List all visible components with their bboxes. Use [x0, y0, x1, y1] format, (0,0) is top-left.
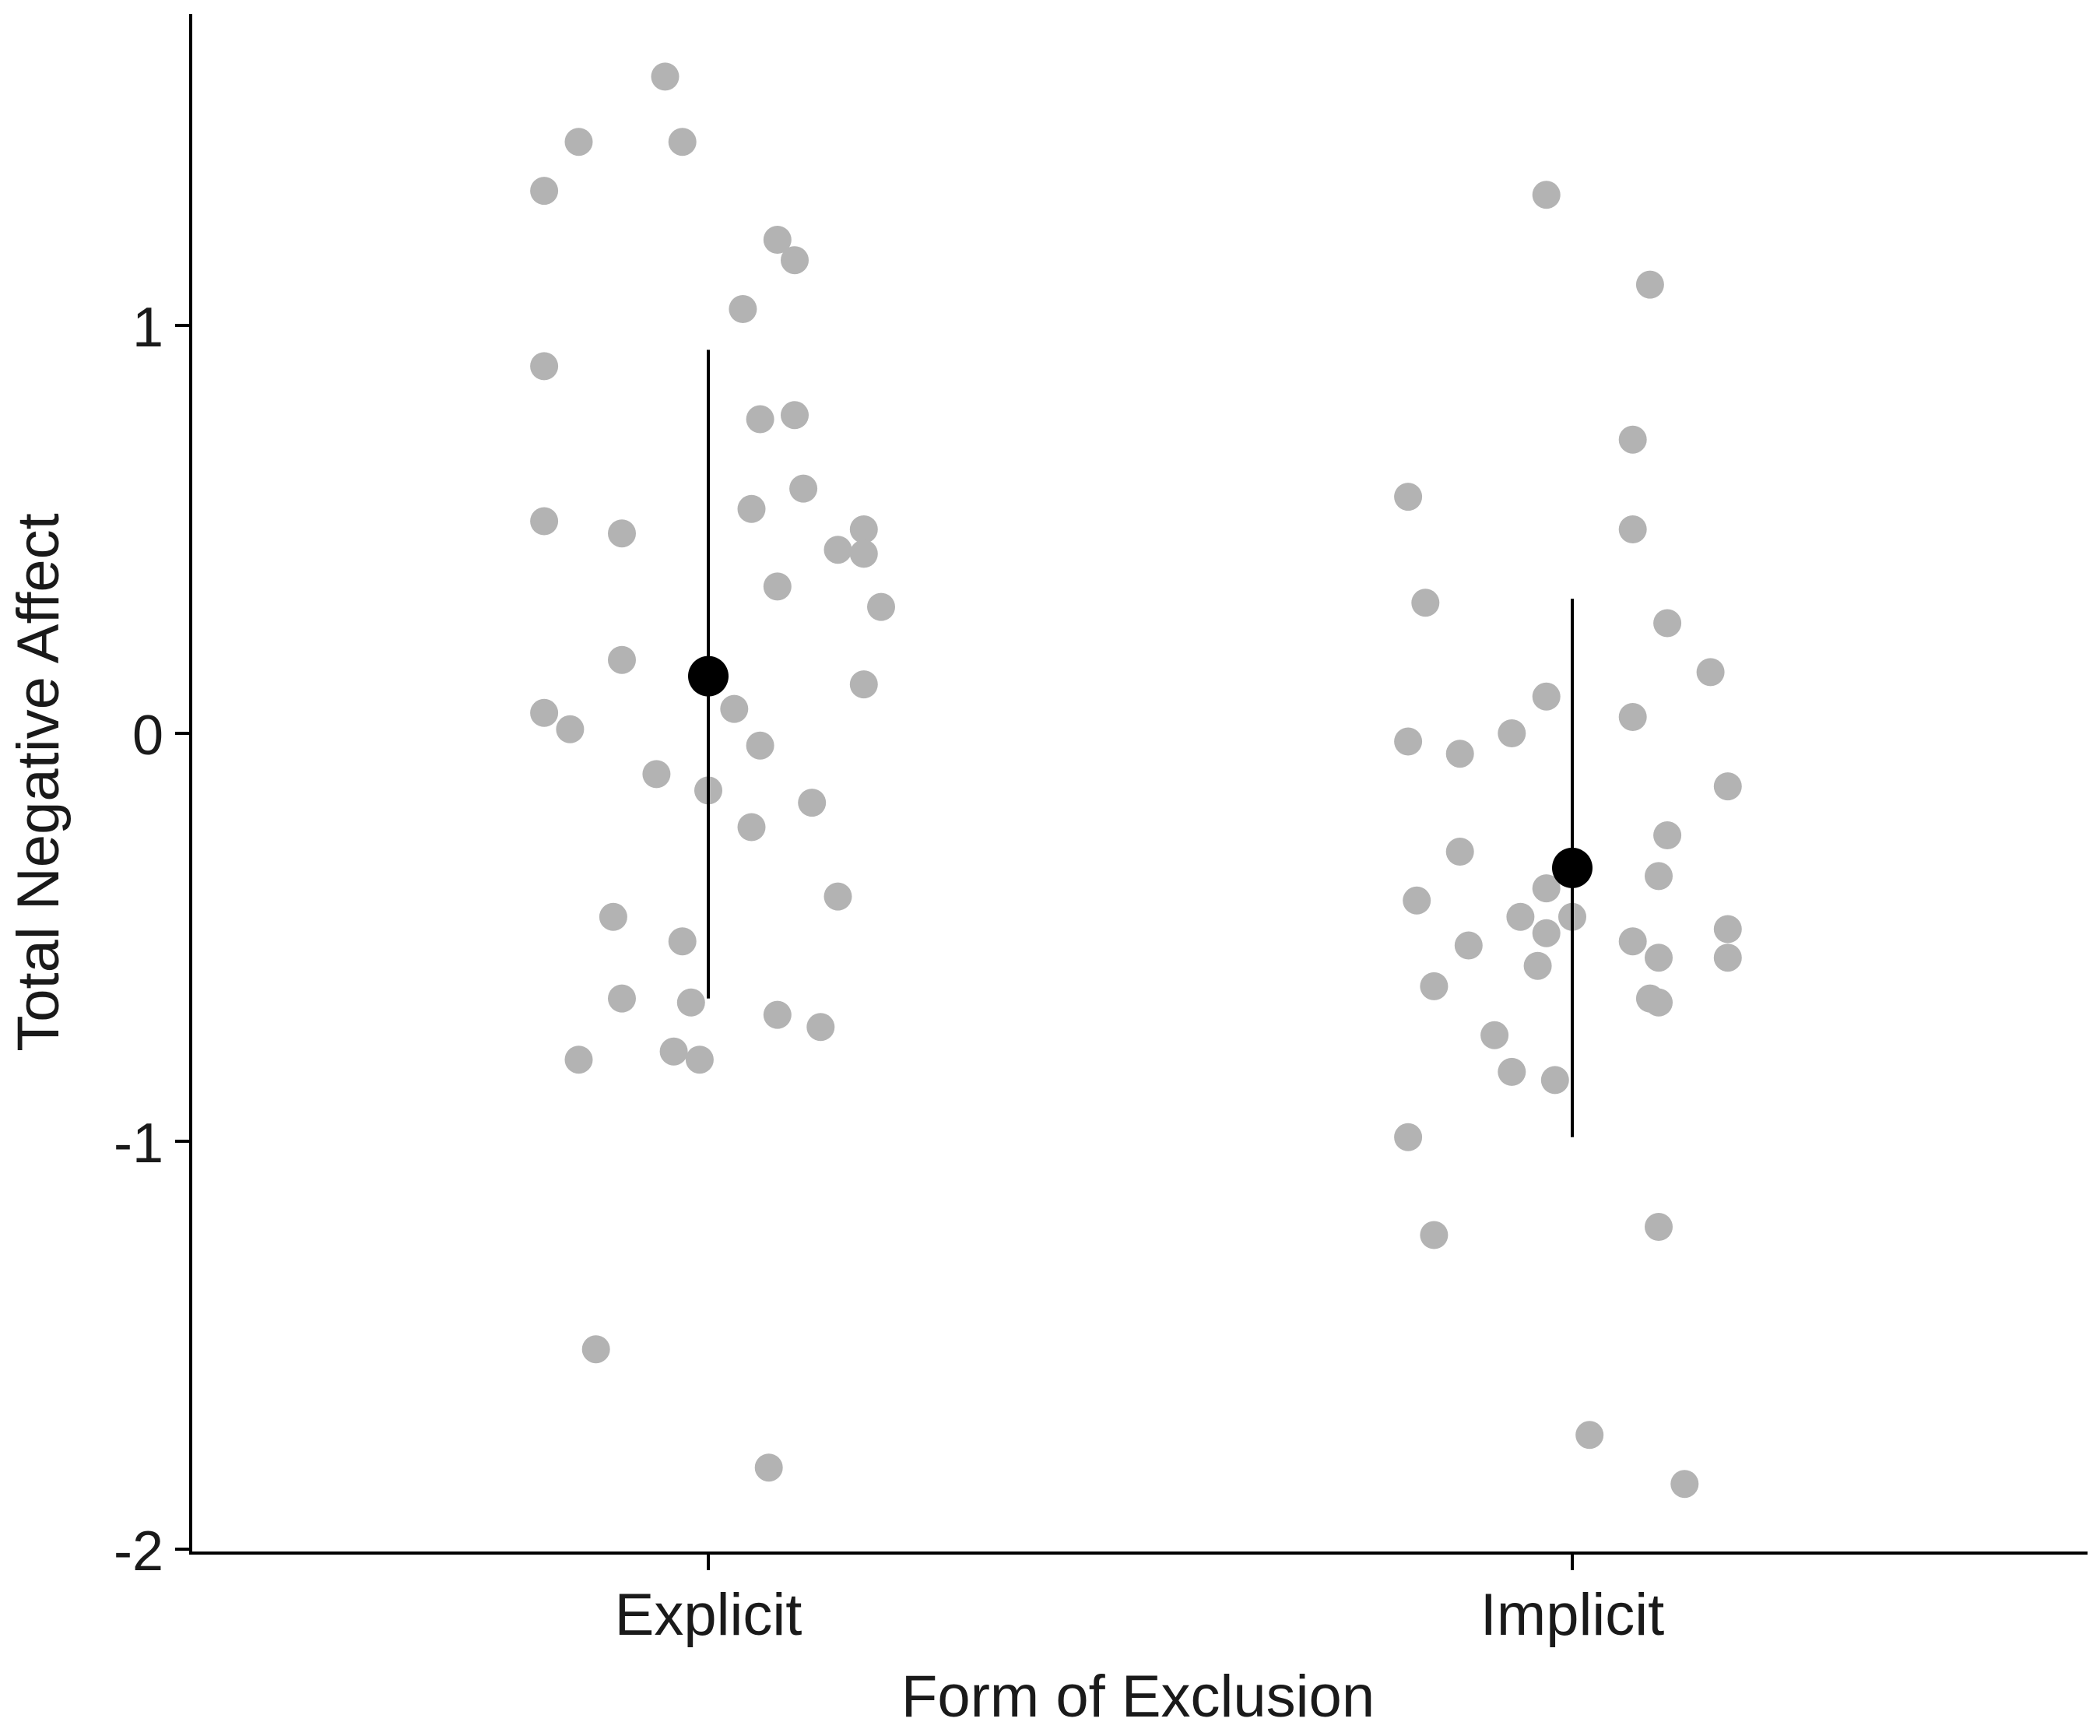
data-point	[1420, 1221, 1449, 1249]
data-point	[763, 572, 792, 601]
mean-point	[1552, 847, 1593, 888]
data-point	[867, 592, 895, 621]
data-point	[1394, 727, 1423, 756]
data-point	[781, 401, 809, 430]
data-point	[781, 246, 809, 275]
data-point	[1618, 703, 1647, 731]
data-point	[1532, 682, 1561, 711]
data-point	[1618, 425, 1647, 454]
data-point	[1618, 927, 1647, 956]
data-point	[659, 1037, 688, 1066]
data-point	[1532, 874, 1561, 903]
y-axis-title: Total Negative Affect	[5, 513, 72, 1051]
data-point	[642, 760, 671, 789]
x-ticks: Explicit Implicit	[615, 1553, 1664, 1648]
data-point	[1394, 483, 1423, 511]
data-point	[720, 694, 749, 723]
data-point	[1645, 944, 1673, 972]
data-point	[746, 405, 774, 434]
y-tick-label: -2	[114, 1520, 163, 1583]
data-point	[1713, 944, 1742, 972]
data-point	[1713, 915, 1742, 944]
data-point	[1498, 1057, 1526, 1086]
data-point	[668, 927, 697, 956]
data-point	[729, 295, 757, 323]
x-axis-title: Form of Exclusion	[901, 1664, 1375, 1730]
data-point	[737, 813, 766, 842]
summary-layer	[688, 350, 1593, 1137]
data-point	[1635, 270, 1664, 299]
x-tick-label: Implicit	[1480, 1582, 1664, 1648]
data-point	[530, 698, 559, 727]
data-point	[1480, 1021, 1509, 1049]
data-point	[530, 507, 559, 536]
data-point	[1445, 838, 1474, 866]
x-tick-label: Explicit	[615, 1582, 802, 1648]
data-point	[530, 352, 559, 381]
data-point	[798, 789, 827, 817]
data-point	[530, 177, 559, 206]
data-point	[651, 62, 680, 91]
data-point	[564, 128, 593, 156]
data-point	[1454, 931, 1483, 960]
data-point	[608, 519, 636, 548]
data-point	[1498, 719, 1526, 747]
data-point	[849, 670, 878, 699]
data-point	[763, 1000, 792, 1029]
y-tick-label: 0	[132, 705, 163, 767]
data-point	[849, 539, 878, 568]
data-point	[1403, 886, 1431, 915]
data-point	[1532, 919, 1561, 947]
data-point	[676, 988, 705, 1017]
data-point	[1653, 821, 1682, 849]
data-point	[1532, 181, 1561, 209]
data-point	[1645, 988, 1673, 1017]
y-tick-label: -1	[114, 1112, 163, 1175]
data-point	[1506, 902, 1535, 931]
data-point	[1411, 589, 1440, 617]
data-point	[1575, 1421, 1604, 1450]
data-point	[849, 515, 878, 543]
data-point	[1618, 515, 1647, 543]
data-point	[1540, 1066, 1569, 1095]
data-point	[668, 128, 697, 156]
data-point	[608, 984, 636, 1013]
data-point	[1394, 1123, 1423, 1151]
data-point	[1420, 972, 1449, 1000]
mean-point	[688, 655, 729, 697]
y-ticks: -2 -1 0 1	[114, 297, 191, 1583]
data-point	[746, 731, 774, 760]
data-point	[1713, 772, 1742, 801]
axes-layer	[189, 14, 2088, 1555]
data-point	[789, 474, 818, 503]
data-point	[685, 1045, 714, 1074]
data-point	[737, 494, 766, 523]
data-point	[823, 536, 852, 564]
data-point	[1645, 1213, 1673, 1241]
data-point	[1696, 658, 1725, 687]
data-point	[608, 645, 636, 674]
data-point	[564, 1045, 593, 1074]
points-layer	[530, 62, 1742, 1499]
data-point	[1670, 1470, 1699, 1499]
data-point	[581, 1335, 610, 1364]
data-point	[806, 1013, 835, 1042]
data-point	[754, 1453, 783, 1482]
data-point	[1445, 740, 1474, 768]
data-point	[763, 226, 792, 254]
data-point	[1523, 951, 1552, 980]
data-point	[1645, 862, 1673, 891]
data-point	[823, 882, 852, 911]
data-point	[1653, 609, 1682, 638]
y-tick-label: 1	[132, 297, 163, 359]
data-point	[599, 902, 627, 931]
data-point	[556, 715, 585, 743]
